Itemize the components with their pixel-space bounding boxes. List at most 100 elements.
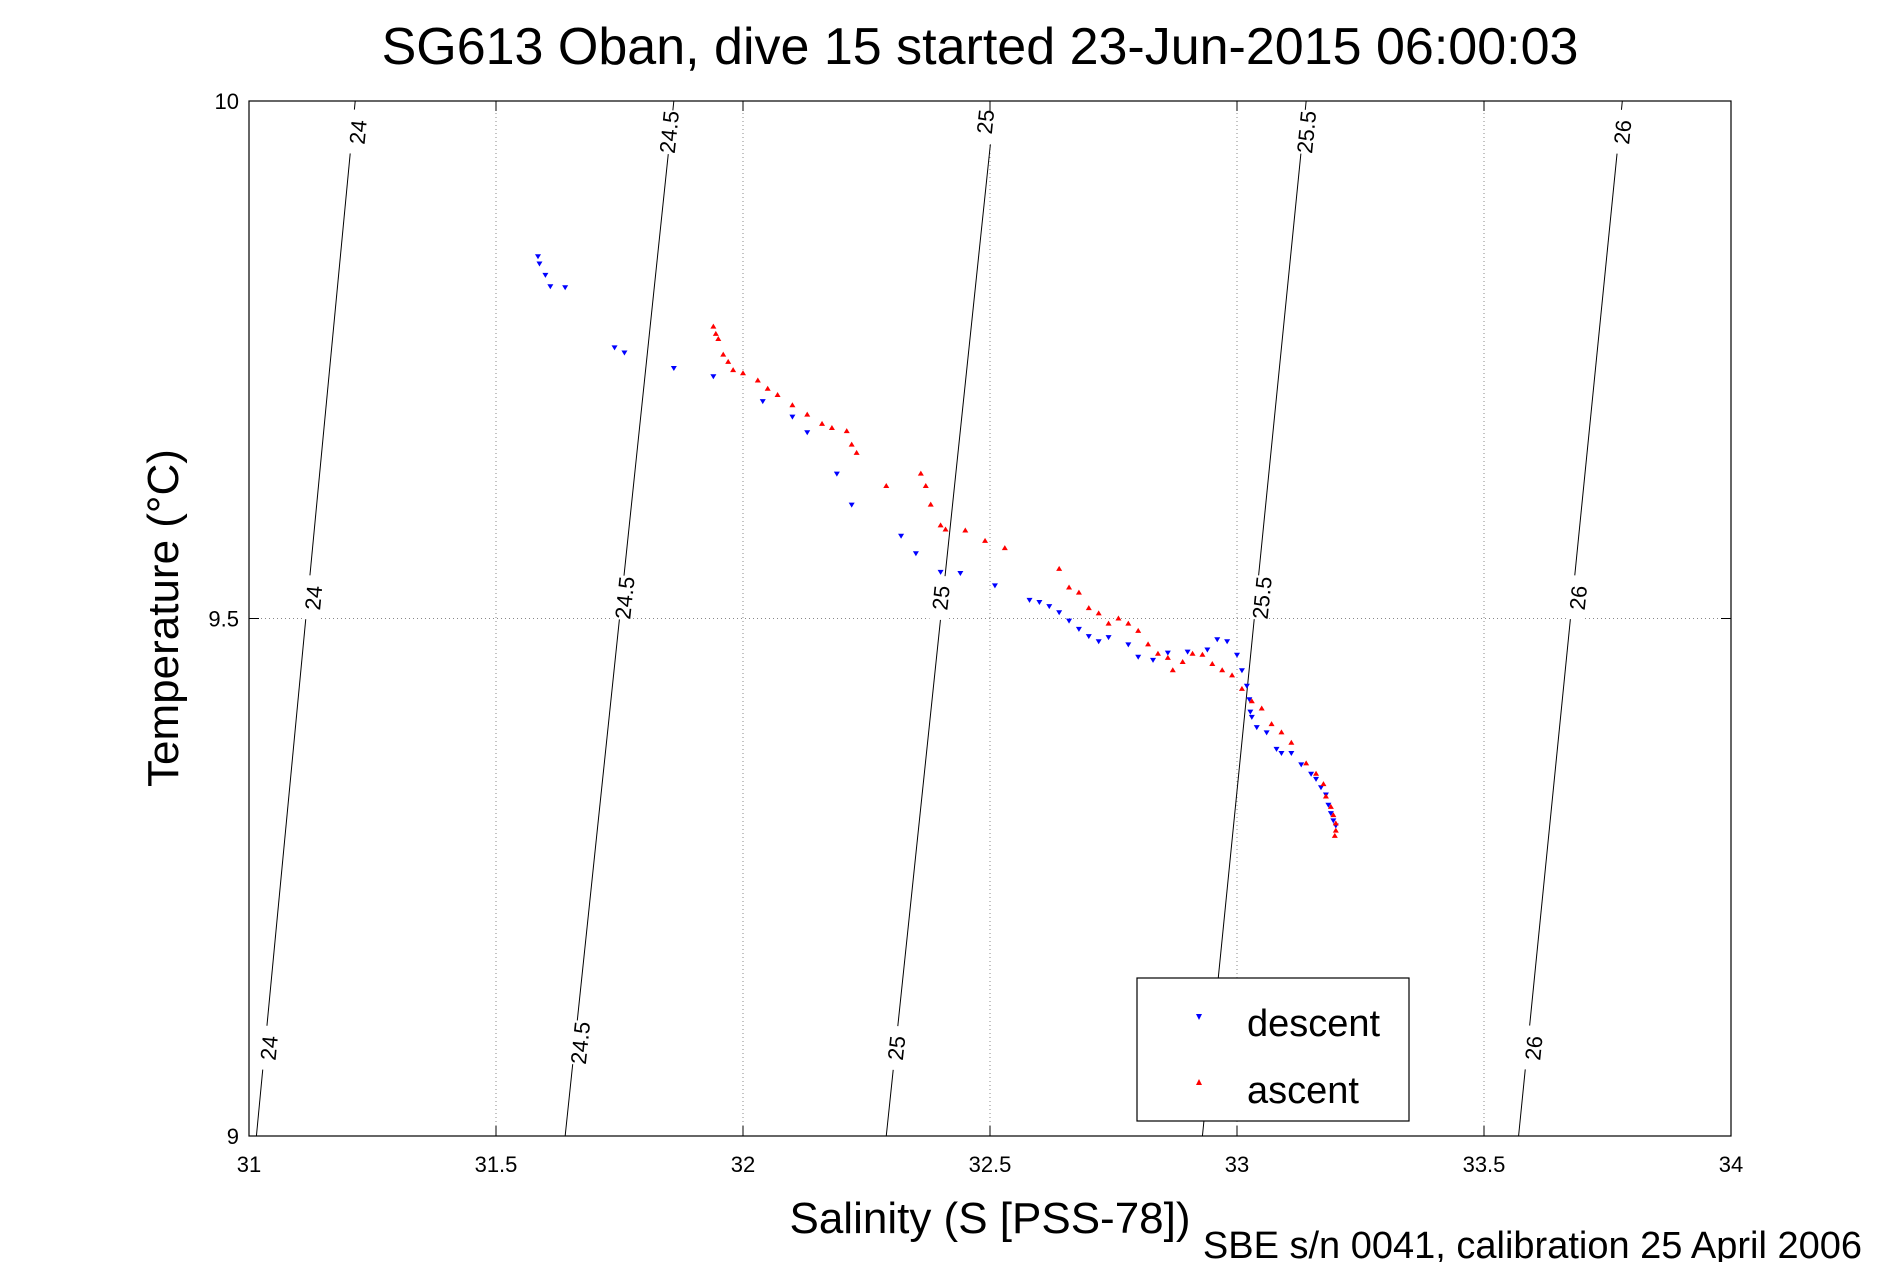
descent-point: [898, 533, 905, 539]
x-axis-label: Salinity (S [PSS-78]): [789, 1194, 1190, 1243]
ascent-point: [982, 537, 989, 543]
ascent-point: [754, 377, 761, 383]
grid-lines: [249, 101, 1731, 1136]
descent-point: [912, 551, 919, 557]
ascent-point: [1105, 620, 1112, 626]
ascent-point: [804, 411, 811, 417]
ascent-point: [917, 470, 924, 476]
descent-point: [562, 285, 569, 291]
descent-point: [1288, 751, 1295, 757]
descent-point: [1248, 714, 1255, 720]
ascent-point: [1075, 589, 1082, 595]
descent-point: [1184, 649, 1191, 655]
isopycnal-label: 25: [972, 108, 999, 135]
descent-series: [534, 254, 1339, 829]
descent-point: [991, 583, 998, 589]
descent-point: [534, 254, 541, 260]
legend-ascent-marker: [1196, 1079, 1202, 1085]
ascent-point: [828, 425, 835, 431]
ascent-point: [1278, 729, 1285, 735]
isopycnal-label: 24.5: [610, 575, 639, 620]
ascent-point: [843, 428, 850, 434]
ascent-point: [1322, 793, 1329, 799]
ascent-point: [853, 449, 860, 455]
descent-point: [710, 374, 717, 380]
ascent-point: [725, 358, 732, 364]
isopycnal-label-bg: [302, 575, 325, 621]
ascent-point: [1330, 812, 1337, 818]
descent-point: [547, 284, 554, 290]
descent-point: [789, 414, 796, 420]
descent-point: [1253, 725, 1260, 731]
x-tick-label: 31.5: [475, 1152, 518, 1177]
ascent-point: [789, 402, 796, 408]
descent-point: [1066, 618, 1073, 624]
ascent-point: [1056, 565, 1063, 571]
isopycnal-label: 26: [1520, 1035, 1547, 1062]
x-tick-label: 34: [1719, 1152, 1743, 1177]
descent-point: [759, 399, 766, 405]
ascent-point: [1145, 641, 1152, 647]
ascent-point: [1115, 615, 1122, 621]
descent-point: [1224, 639, 1231, 645]
x-tick-label: 32: [731, 1152, 755, 1177]
isopycnal-label-bg: [346, 109, 369, 155]
ascent-point: [1258, 705, 1265, 711]
isopycnal-label-bg: [884, 1025, 908, 1071]
ascent-point: [764, 385, 771, 391]
x-axis-ticks: 31 31.5 32 32.5 33 33.5 34: [237, 101, 1743, 1177]
y-tick-label: 9.5: [208, 607, 239, 632]
ascent-point: [1219, 667, 1226, 673]
ascent-point: [710, 323, 717, 329]
descent-point: [1085, 634, 1092, 640]
ascent-point: [1001, 545, 1008, 551]
ascent-point: [922, 483, 929, 489]
descent-point: [1164, 650, 1171, 656]
isopycnal-label-bg: [1250, 575, 1273, 621]
isopycnal-label: 24: [345, 119, 372, 146]
ascent-point: [1332, 827, 1339, 833]
ascent-point: [819, 420, 826, 426]
isopycnal-label: 26: [1609, 119, 1636, 146]
descent-point: [1330, 818, 1337, 824]
ascent-point: [1135, 627, 1142, 633]
descent-point: [1325, 802, 1332, 808]
isopycnal-label: 25: [927, 584, 954, 611]
isopycnal-label: 26: [1565, 584, 1592, 611]
descent-point: [542, 272, 549, 278]
descent-point: [1125, 642, 1132, 648]
descent-point: [1246, 697, 1253, 703]
descent-point: [1234, 652, 1240, 658]
ascent-point: [1209, 661, 1216, 667]
descent-point: [848, 502, 855, 508]
y-tick-label: 9: [227, 1124, 239, 1149]
isopycnal-label-bg: [1566, 575, 1590, 621]
isopycnal-label: 24.5: [655, 109, 684, 154]
ascent-point: [1288, 739, 1295, 745]
descent-point: [1247, 709, 1254, 715]
descent-point: [1105, 635, 1112, 641]
isopycnal-label-bg: [929, 574, 952, 621]
isopycnal-label: 24.5: [566, 1020, 595, 1065]
descent-point: [957, 570, 964, 576]
isopycnal-labels: 24242424.524.524.525252525.525.525.52626…: [256, 98, 1636, 1071]
isopycnal-label: 25: [883, 1035, 910, 1062]
descent-point: [1036, 599, 1043, 605]
descent-point: [1046, 604, 1053, 610]
plot-area: [249, 101, 1731, 1136]
ascent-point: [1327, 803, 1334, 809]
isopycnal-label-bg: [1295, 109, 1318, 155]
ascent-series: [710, 323, 1339, 838]
descent-point: [1273, 746, 1280, 752]
ascent-point: [774, 391, 781, 397]
legend: descent ascent: [1136, 977, 1410, 1122]
ascent-point: [1331, 832, 1338, 838]
ascent-point: [1095, 610, 1102, 616]
descent-point: [1298, 762, 1305, 768]
ascent-point: [1066, 584, 1073, 590]
descent-point: [1135, 654, 1142, 660]
calibration-note: SBE s/n 0041, calibration 25 April 2006: [1203, 1225, 1862, 1262]
ascent-point: [730, 367, 737, 373]
ascent-point: [1268, 721, 1275, 727]
